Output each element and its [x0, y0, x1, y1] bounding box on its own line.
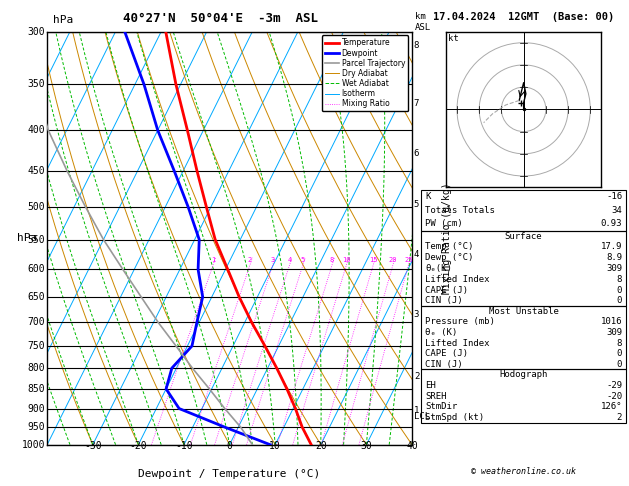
Text: 2: 2 — [414, 372, 419, 381]
Text: 7: 7 — [414, 99, 419, 108]
Text: 309: 309 — [606, 264, 622, 273]
Text: 8: 8 — [616, 275, 622, 284]
Text: Temp (°C): Temp (°C) — [425, 243, 474, 251]
Text: CAPE (J): CAPE (J) — [425, 286, 468, 295]
Text: StmDir: StmDir — [425, 402, 457, 411]
Text: 0: 0 — [616, 360, 622, 368]
Text: SREH: SREH — [425, 392, 447, 400]
Text: 30: 30 — [360, 441, 372, 451]
Text: © weatheronline.co.uk: © weatheronline.co.uk — [471, 467, 576, 476]
Text: 5: 5 — [414, 200, 419, 209]
Text: 300: 300 — [28, 27, 45, 36]
Text: -16: -16 — [606, 192, 622, 201]
Text: 34: 34 — [611, 206, 622, 215]
Text: hPa: hPa — [53, 15, 74, 25]
Text: 400: 400 — [28, 125, 45, 135]
Text: 900: 900 — [28, 403, 45, 414]
Text: 25: 25 — [404, 257, 413, 263]
Text: -30: -30 — [84, 441, 102, 451]
Text: 750: 750 — [28, 341, 45, 351]
Text: Surface: Surface — [505, 232, 542, 241]
Text: CIN (J): CIN (J) — [425, 296, 463, 305]
Text: 17.9: 17.9 — [601, 243, 622, 251]
Text: 650: 650 — [28, 292, 45, 302]
Text: 350: 350 — [28, 80, 45, 89]
Text: km
ASL: km ASL — [415, 12, 431, 32]
Text: 20: 20 — [389, 257, 398, 263]
Text: 500: 500 — [28, 202, 45, 212]
Text: 8.9: 8.9 — [606, 253, 622, 262]
Text: 10: 10 — [269, 441, 281, 451]
Text: 40°27'N  50°04'E  -3m  ASL: 40°27'N 50°04'E -3m ASL — [123, 12, 318, 25]
Text: 1: 1 — [414, 406, 419, 415]
Text: Lifted Index: Lifted Index — [425, 339, 490, 347]
Text: 309: 309 — [606, 328, 622, 337]
Text: 1: 1 — [211, 257, 215, 263]
Text: θₑ (K): θₑ (K) — [425, 328, 457, 337]
Text: 0.93: 0.93 — [601, 220, 622, 228]
Text: 950: 950 — [28, 422, 45, 432]
Text: 800: 800 — [28, 363, 45, 373]
Text: 1000: 1000 — [22, 440, 45, 450]
Text: K: K — [425, 192, 431, 201]
Text: 15: 15 — [369, 257, 377, 263]
Text: 0: 0 — [616, 296, 622, 305]
Text: 4: 4 — [414, 250, 419, 260]
Text: Hodograph: Hodograph — [499, 370, 548, 379]
Text: θₑ(K): θₑ(K) — [425, 264, 452, 273]
Text: Mixing Ratio (g/kg): Mixing Ratio (g/kg) — [442, 182, 452, 294]
Text: 10: 10 — [342, 257, 351, 263]
Text: 17.04.2024  12GMT  (Base: 00): 17.04.2024 12GMT (Base: 00) — [433, 12, 615, 22]
Text: PW (cm): PW (cm) — [425, 220, 463, 228]
Text: 8: 8 — [616, 339, 622, 347]
Text: 126°: 126° — [601, 402, 622, 411]
Text: 700: 700 — [28, 317, 45, 327]
Text: Pressure (mb): Pressure (mb) — [425, 317, 495, 327]
Text: hPa: hPa — [17, 233, 37, 243]
Text: 0: 0 — [616, 349, 622, 358]
Text: 8: 8 — [330, 257, 334, 263]
Text: 850: 850 — [28, 384, 45, 394]
Text: Dewp (°C): Dewp (°C) — [425, 253, 474, 262]
Text: -29: -29 — [606, 381, 622, 390]
Text: CAPE (J): CAPE (J) — [425, 349, 468, 358]
Text: Most Unstable: Most Unstable — [489, 307, 559, 316]
Text: -20: -20 — [130, 441, 147, 451]
Text: 0: 0 — [226, 441, 233, 451]
Text: 6: 6 — [414, 149, 419, 158]
Text: 450: 450 — [28, 166, 45, 176]
Text: Dewpoint / Temperature (°C): Dewpoint / Temperature (°C) — [138, 469, 321, 480]
Text: -20: -20 — [606, 392, 622, 400]
Text: 2: 2 — [248, 257, 252, 263]
Text: 550: 550 — [28, 235, 45, 244]
Text: 1016: 1016 — [601, 317, 622, 327]
Legend: Temperature, Dewpoint, Parcel Trajectory, Dry Adiabat, Wet Adiabat, Isotherm, Mi: Temperature, Dewpoint, Parcel Trajectory… — [322, 35, 408, 111]
Text: 5: 5 — [301, 257, 305, 263]
Text: Totals Totals: Totals Totals — [425, 206, 495, 215]
Text: StmSpd (kt): StmSpd (kt) — [425, 413, 484, 422]
Text: EH: EH — [425, 381, 436, 390]
Text: 20: 20 — [315, 441, 326, 451]
Text: 3: 3 — [414, 311, 419, 319]
Text: 0: 0 — [616, 286, 622, 295]
Text: 600: 600 — [28, 264, 45, 275]
Text: 8: 8 — [414, 40, 419, 50]
Text: CIN (J): CIN (J) — [425, 360, 463, 368]
Text: Lifted Index: Lifted Index — [425, 275, 490, 284]
Text: kt: kt — [448, 34, 459, 43]
Text: 40: 40 — [406, 441, 418, 451]
Text: 2: 2 — [616, 413, 622, 422]
Text: LCL: LCL — [414, 412, 430, 420]
Text: 4: 4 — [287, 257, 292, 263]
Text: -10: -10 — [175, 441, 193, 451]
Text: 3: 3 — [270, 257, 275, 263]
